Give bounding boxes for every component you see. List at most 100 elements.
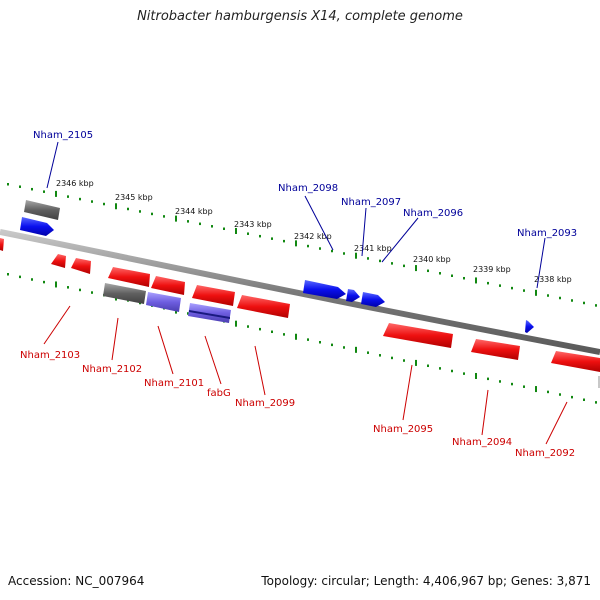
inner-tick <box>55 281 57 288</box>
label-nham-2095[interactable]: Nham_2095 <box>373 424 433 435</box>
outer-tick <box>547 294 549 297</box>
outer-tick <box>367 257 369 260</box>
map-title: Nitrobacter hamburgensis X14, complete g… <box>137 9 463 24</box>
connector-nham-2099 <box>254 345 266 396</box>
outer-tick <box>331 249 333 253</box>
gene-nham-2103-b[interactable] <box>71 258 91 274</box>
gene-nham-2096[interactable] <box>361 292 385 307</box>
label-nham-2092[interactable]: Nham_2092 <box>515 448 575 459</box>
outer-tick <box>511 286 513 290</box>
gene-nham-2105[interactable] <box>24 200 60 220</box>
label-nham-2101[interactable]: Nham_2101 <box>144 378 204 389</box>
gene-fabg[interactable] <box>188 303 231 323</box>
label-nham-2093[interactable]: Nham_2093 <box>517 228 577 239</box>
gene-reverse-d[interactable] <box>192 285 235 306</box>
inner-tick <box>247 325 249 328</box>
gene-nham-2092[interactable] <box>551 351 600 372</box>
label-nham-2094[interactable]: Nham_2094 <box>452 437 512 448</box>
inner-tick <box>19 275 21 279</box>
connector-nham-2095 <box>402 364 413 421</box>
kbp-scale: 2346 kbp 2345 kbp 2344 kbp 2343 kbp 2342… <box>56 179 572 284</box>
inner-tick <box>367 351 369 354</box>
inner-tick <box>451 369 453 373</box>
inner-tick <box>571 395 573 399</box>
gene-labels: Nham_2105 Nham_2098 Nham_2097 Nham_2096 … <box>20 130 577 459</box>
label-nham-2099[interactable]: Nham_2099 <box>235 398 295 409</box>
outer-tick <box>91 200 93 203</box>
label-nham-2098[interactable]: Nham_2098 <box>278 183 338 194</box>
outer-tick <box>595 304 597 307</box>
label-fabg[interactable]: fabG <box>207 388 231 399</box>
label-nham-2096[interactable]: Nham_2096 <box>403 208 463 219</box>
gene-nham-2101[interactable] <box>146 292 181 312</box>
gene-reverse-b[interactable] <box>108 267 150 287</box>
inner-tick <box>379 354 381 357</box>
inner-tick <box>595 401 597 404</box>
inner-tick <box>439 367 441 370</box>
outer-tick <box>31 187 33 191</box>
outer-tick <box>403 264 405 268</box>
outer-tick <box>559 296 561 300</box>
genome-backbone <box>0 229 600 355</box>
inner-tick <box>43 280 45 284</box>
outer-tick <box>355 252 357 259</box>
gene-fabg-stripe <box>189 310 230 319</box>
inner-tick <box>187 312 189 315</box>
outer-tick <box>235 227 237 234</box>
outer-tick <box>211 225 213 228</box>
gene-reverse-edge[interactable] <box>0 238 4 251</box>
gene-nham-2097[interactable] <box>346 289 360 302</box>
label-nham-2105[interactable]: Nham_2105 <box>33 130 93 141</box>
label-nham-2097[interactable]: Nham_2097 <box>341 197 401 208</box>
outer-tick <box>19 185 21 188</box>
gene-nham-2103-a[interactable] <box>51 254 66 268</box>
inner-tick <box>499 380 501 383</box>
gene-nham-2093[interactable] <box>525 320 534 333</box>
connector-nham-2092 <box>545 401 568 445</box>
connector-fabg <box>204 335 222 385</box>
kbp-label-2343: 2343 kbp <box>234 220 272 229</box>
outer-tick <box>343 252 345 255</box>
outer-tick <box>439 272 441 275</box>
outer-tick <box>523 289 525 292</box>
kbp-label-2341: 2341 kbp <box>354 244 392 253</box>
gene-nham-2094[interactable] <box>471 339 520 360</box>
connector-nham-2101 <box>157 325 174 375</box>
outer-tick <box>571 299 573 302</box>
outer-tick <box>127 207 129 211</box>
outer-tick <box>319 247 321 250</box>
inner-tick <box>547 390 549 394</box>
inner-tick <box>331 343 333 347</box>
gene-reverse-c[interactable] <box>151 276 185 295</box>
label-nham-2102[interactable]: Nham_2102 <box>82 364 142 375</box>
inner-tick <box>475 372 477 379</box>
outer-tick <box>259 234 261 238</box>
gene-forward-left[interactable] <box>20 217 54 236</box>
inner-tick <box>487 377 489 381</box>
inner-tick <box>295 333 297 340</box>
outer-tick <box>43 190 45 193</box>
inner-tick <box>67 286 69 289</box>
gene-nham-2098[interactable] <box>303 280 346 299</box>
forward-genes <box>20 200 534 333</box>
gene-nham-2099[interactable] <box>237 295 290 318</box>
inner-tick <box>91 291 93 294</box>
label-nham-2103[interactable]: Nham_2103 <box>20 350 80 361</box>
inner-tick <box>391 356 393 360</box>
outer-tick <box>487 281 489 285</box>
inner-tick <box>79 288 81 292</box>
connector-nham-2098 <box>304 195 334 251</box>
outer-tick <box>535 289 537 296</box>
gene-nham-2095[interactable] <box>383 323 453 348</box>
gene-nham-2102[interactable] <box>103 283 146 304</box>
outer-tick <box>79 197 81 201</box>
inner-tick <box>7 273 9 276</box>
outer-tick <box>271 237 273 240</box>
genome-summary-text: Topology: circular; Length: 4,406,967 bp… <box>261 574 591 588</box>
connector-nham-2103 <box>43 305 71 345</box>
outer-tick <box>583 301 585 305</box>
outer-tick <box>103 202 105 206</box>
inner-tick <box>583 398 585 402</box>
outer-tick <box>55 190 57 197</box>
